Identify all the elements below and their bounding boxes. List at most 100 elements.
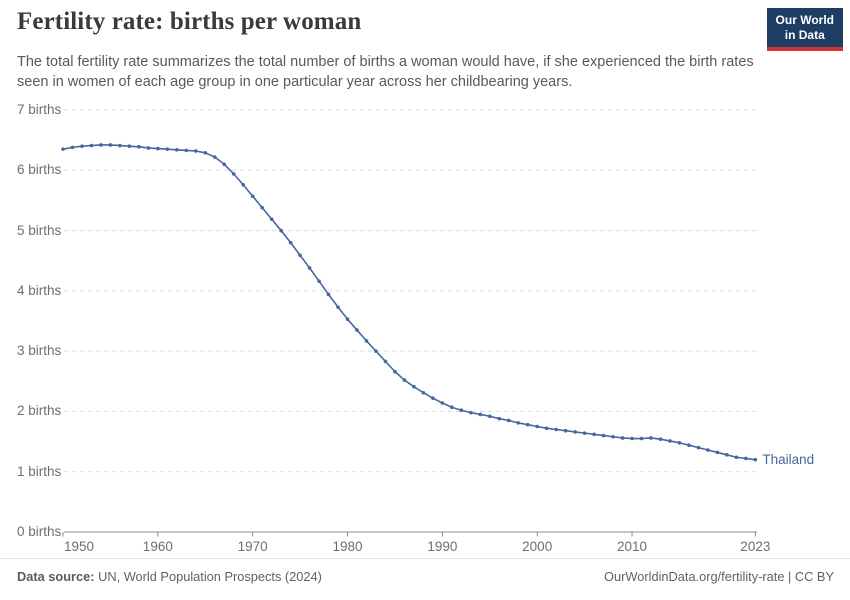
data-point[interactable] [497, 416, 502, 421]
x-axis-label: 2010 [617, 539, 648, 554]
data-point[interactable] [592, 432, 596, 437]
x-axis-label: 2000 [522, 539, 553, 554]
data-point[interactable] [582, 431, 587, 435]
data-point[interactable] [487, 414, 492, 419]
data-point[interactable] [649, 436, 653, 440]
data-point[interactable] [184, 148, 189, 153]
data-point[interactable] [298, 253, 302, 258]
data-point[interactable] [345, 317, 350, 321]
chart-footer: Data source: UN, World Population Prospe… [0, 558, 850, 600]
data-point[interactable] [440, 401, 445, 405]
data-point[interactable] [620, 436, 625, 440]
data-point[interactable] [601, 433, 606, 438]
data-point[interactable] [450, 405, 454, 410]
y-axis-label: 1 births [17, 463, 62, 479]
data-point[interactable] [525, 422, 530, 427]
data-point[interactable] [288, 240, 293, 245]
data-point[interactable] [402, 378, 407, 382]
owid-credit-link[interactable]: OurWorldinData.org/fertility-rate | CC B… [604, 569, 834, 584]
data-point[interactable] [175, 147, 179, 152]
data-point[interactable] [431, 396, 435, 400]
data-point[interactable] [725, 453, 729, 457]
x-axis-label: 2023 [740, 539, 771, 554]
data-point[interactable] [80, 144, 84, 148]
series-label-thailand[interactable]: Thailand [762, 451, 815, 467]
data-point[interactable] [118, 143, 122, 148]
data-point[interactable] [630, 436, 634, 441]
data-point[interactable] [108, 143, 113, 147]
data-point[interactable] [696, 445, 701, 450]
data-point[interactable] [165, 147, 170, 151]
data-point[interactable] [744, 456, 748, 461]
data-point[interactable] [326, 292, 331, 297]
y-axis-label: 2 births [17, 403, 62, 419]
data-point[interactable] [222, 162, 227, 167]
data-point[interactable] [193, 149, 198, 153]
data-point[interactable] [241, 182, 245, 187]
data-point[interactable] [212, 155, 217, 159]
data-point[interactable] [734, 455, 739, 460]
owid-logo-line1: Our World [775, 13, 834, 27]
data-point[interactable] [99, 143, 103, 147]
data-point[interactable] [677, 440, 682, 445]
y-axis-label: 6 births [17, 162, 62, 178]
data-point[interactable] [203, 151, 208, 155]
data-point[interactable] [658, 437, 663, 441]
data-point[interactable] [250, 194, 255, 199]
data-point[interactable] [573, 430, 577, 434]
data-point[interactable] [478, 412, 483, 417]
data-point[interactable] [459, 408, 464, 413]
page-title: Fertility rate: births per woman [17, 8, 362, 35]
data-point[interactable] [61, 147, 65, 151]
y-axis-label: 7 births [17, 102, 62, 117]
data-point[interactable] [269, 217, 274, 221]
data-point[interactable] [127, 144, 132, 148]
data-point[interactable] [563, 428, 568, 433]
data-point[interactable] [146, 146, 151, 150]
data-source-note: Data source: UN, World Population Prospe… [17, 569, 322, 600]
data-point[interactable] [355, 328, 359, 332]
data-point[interactable] [307, 266, 312, 270]
data-point[interactable] [516, 421, 521, 425]
data-point[interactable] [753, 457, 758, 462]
data-point[interactable] [544, 426, 549, 431]
x-axis-label: 1970 [237, 539, 268, 554]
y-axis-label: 0 births [17, 524, 62, 539]
data-point[interactable] [260, 205, 264, 210]
data-point[interactable] [706, 448, 710, 452]
data-point[interactable] [611, 434, 615, 439]
owid-logo[interactable]: Our World in Data [766, 8, 843, 51]
y-axis-label: 5 births [17, 222, 62, 238]
data-point[interactable] [469, 410, 473, 415]
data-point[interactable] [156, 146, 160, 151]
data-point[interactable] [393, 369, 397, 374]
data-point[interactable] [137, 144, 141, 149]
data-point[interactable] [412, 384, 416, 389]
data-point[interactable] [715, 450, 720, 455]
data-point[interactable] [231, 172, 236, 176]
data-point[interactable] [535, 424, 539, 429]
data-point[interactable] [421, 390, 426, 395]
data-point[interactable] [336, 305, 340, 309]
data-line-thailand[interactable] [62, 144, 757, 461]
data-point[interactable] [89, 143, 94, 148]
x-axis-label: 1980 [332, 539, 363, 554]
data-point[interactable] [383, 359, 388, 364]
y-axis-label: 4 births [17, 282, 62, 298]
x-axis-label: 1950 [64, 539, 95, 554]
data-point[interactable] [317, 279, 321, 284]
x-axis-label: 1990 [427, 539, 458, 554]
data-point[interactable] [506, 418, 511, 423]
data-point[interactable] [364, 339, 369, 343]
data-point[interactable] [687, 443, 691, 447]
data-point[interactable] [374, 349, 378, 353]
data-point[interactable] [554, 427, 558, 432]
data-point[interactable] [279, 228, 283, 233]
data-point[interactable] [70, 145, 75, 150]
chart-subtitle: The total fertility rate summarizes the … [17, 54, 754, 91]
data-point[interactable] [639, 436, 644, 441]
data-point[interactable] [668, 439, 672, 443]
